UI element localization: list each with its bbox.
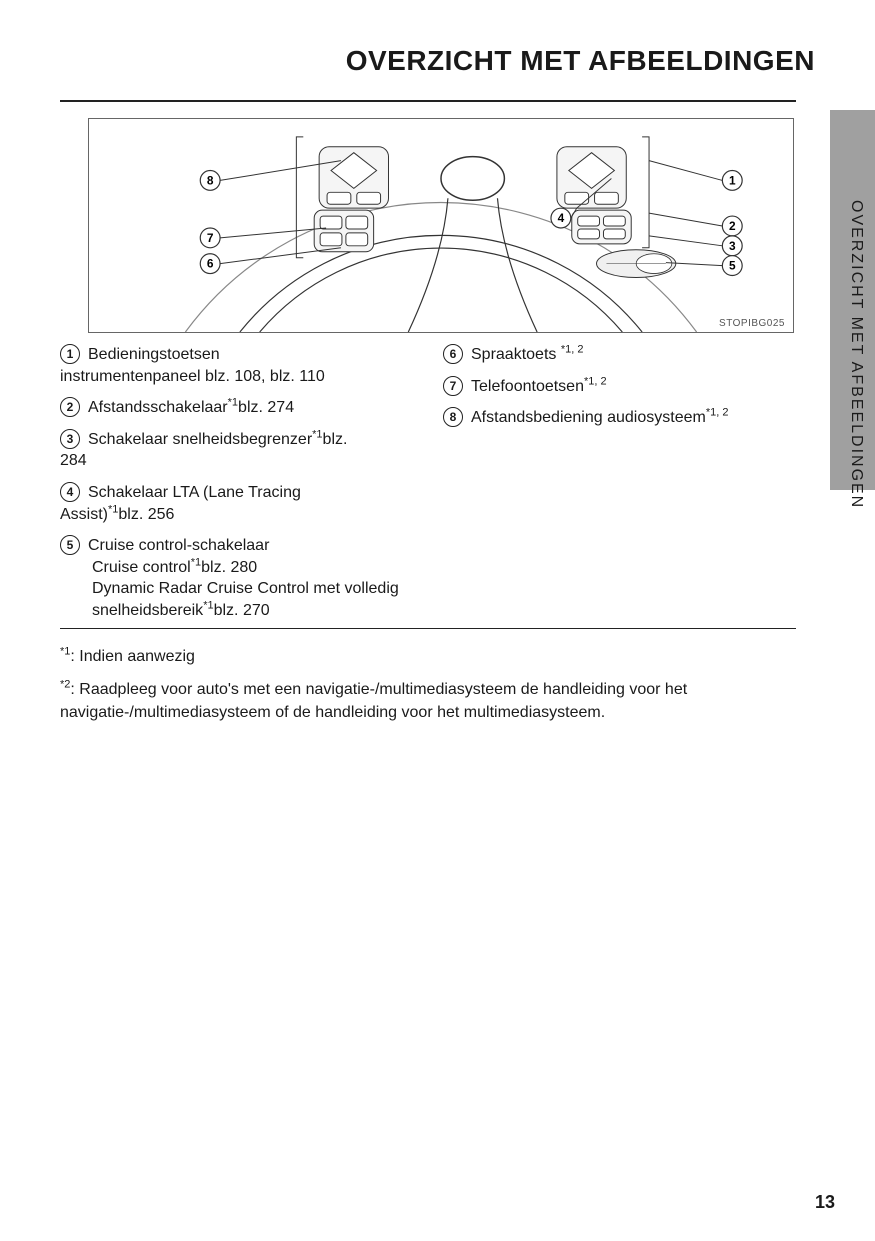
legend-sub-5a: Cruise control*1blz. 280 [92,557,413,579]
diagram-reference-code: STOPIBG025 [719,318,785,329]
page-number: 13 [815,1192,835,1213]
legend-text-7-main: Telefoontoetsen [471,378,584,395]
legend-sub-5a-text: Cruise control [92,559,191,576]
legend-cont-1: instrumentenpaneel blz. 108, blz. 110 [60,366,413,388]
legend-item-7: 7 Telefoontoetsen*1, 2 [443,376,796,398]
legend-text-4: Schakelaar LTA (Lane Tracing [88,482,301,504]
legend-item-5: 5 Cruise control-schakelaar Cruise contr… [60,535,413,621]
legend-sub-5b-sup: *1 [203,600,213,612]
diagram-callout-7: 7 [207,231,214,245]
legend-text-3-main: Schakelaar snelheidsbegrenzer [88,431,312,448]
legend-sub-5b: Dynamic Radar Cruise Control met volledi… [92,578,413,621]
diagram-callout-2: 2 [729,219,736,233]
footnote-2-text: : Raadpleeg voor auto's met een navigati… [60,681,687,721]
legend-sup-6: *1, 2 [561,344,584,356]
legend-item-4: 4 Schakelaar LTA (Lane Tracing Assist)*1… [60,482,413,525]
legend-text-8: Afstandsbediening audiosysteem*1, 2 [471,407,728,429]
legend-number-4: 4 [60,482,80,502]
legend-text-2: Afstandsschakelaar*1blz. 274 [88,397,294,419]
legend-sup-2: *1 [228,397,238,409]
horizontal-rule-top [60,100,796,102]
steering-wheel-diagram-frame: 8 7 6 1 4 2 3 5 STOPIBG025 [88,118,794,333]
legend-sup-7: *1, 2 [584,375,607,387]
legend-text-3: Schakelaar snelheidsbegrenzer*1blz. [88,429,347,451]
steering-wheel-diagram: 8 7 6 1 4 2 3 5 [89,119,793,332]
page-title: OVERZICHT MET AFBEELDINGEN [346,45,815,77]
side-section-label: OVERZICHT MET AFBEELDINGEN [847,200,865,509]
footnote-2: *2: Raadpleeg voor auto's met een naviga… [60,678,796,724]
legend-text-1: Bedieningstoetsen [88,344,220,366]
legend-after-2: blz. 274 [238,399,294,416]
legend-number-8: 8 [443,407,463,427]
legend-cont-after-4: blz. 256 [118,506,174,523]
diagram-callout-8: 8 [207,173,214,187]
footnote-1: *1: Indien aanwezig [60,645,796,668]
legend-text-6-main: Spraaktoets [471,346,561,363]
legend-item-6: 6 Spraaktoets *1, 2 [443,344,796,366]
legend-number-5: 5 [60,535,80,555]
legend-cont-4-main: Assist) [60,506,108,523]
legend-sub-5a-sup: *1 [191,556,201,568]
footnote-1-sup: *1 [60,646,70,658]
footnotes-block: *1: Indien aanwezig *2: Raadpleeg voor a… [60,645,796,735]
legend-number-3: 3 [60,429,80,449]
legend-block: 1 Bedieningstoetsen instrumentenpaneel b… [60,344,796,632]
legend-text-7: Telefoontoetsen*1, 2 [471,376,607,398]
footnote-2-sup: *2 [60,679,70,691]
legend-column-right: 6 Spraaktoets *1, 2 7 Telefoontoetsen*1,… [443,344,796,632]
legend-item-8: 8 Afstandsbediening audiosysteem*1, 2 [443,407,796,429]
legend-number-6: 6 [443,344,463,364]
legend-number-7: 7 [443,376,463,396]
diagram-callout-4: 4 [558,211,565,225]
diagram-callout-3: 3 [729,239,736,253]
legend-sup-3: *1 [312,428,322,440]
legend-cont-4: Assist)*1blz. 256 [60,504,413,526]
legend-item-2: 2 Afstandsschakelaar*1blz. 274 [60,397,413,419]
legend-text-6: Spraaktoets *1, 2 [471,344,583,366]
legend-cont-sup-4: *1 [108,503,118,515]
legend-sub-5b-after: blz. 270 [214,602,270,619]
legend-number-2: 2 [60,397,80,417]
legend-after-3: blz. [323,431,348,448]
legend-sup-8: *1, 2 [706,407,729,419]
horizontal-rule-mid [60,628,796,629]
legend-text-5: Cruise control-schakelaar [88,535,269,557]
legend-text-8-main: Afstandsbediening audiosysteem [471,409,706,426]
diagram-callout-1: 1 [729,173,736,187]
diagram-callout-6: 6 [207,257,214,271]
legend-text-2-main: Afstandsschakelaar [88,399,228,416]
footnote-1-text: : Indien aanwezig [70,648,195,665]
legend-item-3: 3 Schakelaar snelheidsbegrenzer*1blz. 28… [60,429,413,472]
legend-cont-3: 284 [60,450,413,472]
legend-sub-5a-after: blz. 280 [201,559,257,576]
diagram-callout-5: 5 [729,259,736,273]
legend-column-left: 1 Bedieningstoetsen instrumentenpaneel b… [60,344,413,632]
legend-number-1: 1 [60,344,80,364]
legend-item-1: 1 Bedieningstoetsen instrumentenpaneel b… [60,344,413,387]
